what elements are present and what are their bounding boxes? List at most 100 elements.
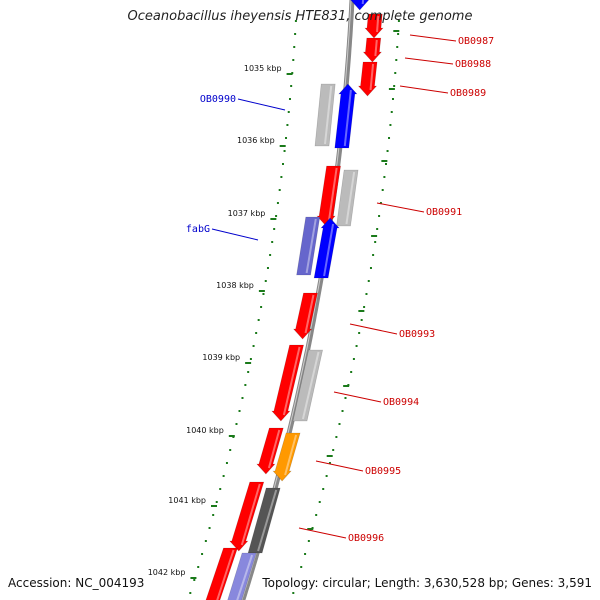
gene-leader-line xyxy=(298,527,347,539)
gene-label: OB0989 xyxy=(450,88,486,99)
gc-dot-left xyxy=(262,293,265,295)
gene-label: OB0996 xyxy=(348,533,384,544)
gc-dot-left xyxy=(244,384,247,386)
gc-dot-left xyxy=(235,423,238,425)
cds-feature xyxy=(350,0,370,11)
gc-dot-left xyxy=(193,579,196,581)
gene-label: OB0988 xyxy=(455,59,491,70)
cds-feature-sheen xyxy=(284,434,298,476)
cds-feature xyxy=(292,349,323,422)
kbp-tick xyxy=(190,577,197,579)
gc-dot-right xyxy=(332,449,335,451)
gc-dot-right xyxy=(386,150,389,152)
gene-label: OB0987 xyxy=(458,36,494,47)
gc-dot-right xyxy=(335,436,338,438)
cds-feature-sheen xyxy=(323,223,335,277)
cds-feature-sheen xyxy=(343,89,352,147)
gc-dot-right xyxy=(395,59,398,61)
gc-dot-right xyxy=(360,319,363,321)
cds-feature xyxy=(227,552,257,600)
gc-dot-left xyxy=(288,98,291,100)
gc-dot-right xyxy=(355,345,358,347)
gc-dot-left xyxy=(273,228,276,230)
gc-tick-right xyxy=(307,528,314,530)
gc-dot-right xyxy=(292,592,295,594)
kbp-label: 1041 kbp xyxy=(168,496,206,505)
gc-dot-left xyxy=(266,267,269,269)
gc-dot-left xyxy=(283,150,286,152)
gene-leader-line xyxy=(409,34,457,42)
cds-feature-sheen xyxy=(345,171,356,225)
kbp-label: 1037 kbp xyxy=(228,209,266,218)
cds-feature xyxy=(362,37,383,63)
cds-feature-sheen xyxy=(376,15,380,33)
gc-dot-left xyxy=(197,566,200,568)
gc-dot-right xyxy=(300,566,303,568)
gc-dot-left xyxy=(201,553,204,555)
cds-feature xyxy=(334,83,358,149)
cds-feature xyxy=(292,292,318,340)
gc-dot-left xyxy=(260,306,263,308)
gc-dot-left xyxy=(276,202,279,204)
cds-feature-sheen xyxy=(328,167,338,221)
gc-dot-right xyxy=(325,475,328,477)
kbp-label: 1040 kbp xyxy=(186,426,224,435)
gene-leader-line xyxy=(404,57,454,65)
gc-dot-right xyxy=(367,280,370,282)
gc-dot-left xyxy=(225,462,228,464)
gc-dot-right xyxy=(394,72,397,74)
gene-leader-line xyxy=(349,323,398,335)
gc-dot-left xyxy=(241,397,244,399)
gene-leader-line xyxy=(376,202,425,213)
gc-dot-left xyxy=(285,137,288,139)
gc-dot-left xyxy=(247,371,250,373)
kbp-label: 1038 kbp xyxy=(216,281,254,290)
cds-feature-sheen xyxy=(305,218,317,274)
gc-dot-left xyxy=(282,163,285,165)
cds-feature xyxy=(272,432,301,482)
kbp-tick xyxy=(245,362,252,364)
gc-dot-right xyxy=(369,267,372,269)
kbp-label: 1036 kbp xyxy=(237,136,275,145)
map-title: Oceanobacillus iheyensis HTE831, complet… xyxy=(127,9,473,24)
gc-dot-right xyxy=(338,423,341,425)
gene-leader-line xyxy=(211,228,259,241)
cds-feature xyxy=(256,427,284,475)
gc-dot-right xyxy=(350,371,353,373)
gene-leader-line xyxy=(237,98,286,111)
gc-dot-left xyxy=(293,46,296,48)
gc-dot-right xyxy=(379,202,382,204)
gene-label: OB0991 xyxy=(426,207,462,218)
gc-dot-right xyxy=(381,189,384,191)
gc-dot-right xyxy=(374,241,377,243)
gene-leader-line xyxy=(315,460,364,472)
gc-dot-right xyxy=(318,501,321,503)
gc-dot-right xyxy=(363,306,366,308)
kbp-label: 1042 kbp xyxy=(148,568,186,577)
gc-dot-right xyxy=(341,410,344,412)
kbp-label: 1035 kbp xyxy=(244,64,282,73)
feature-ribbon xyxy=(200,0,394,600)
gc-dot-left xyxy=(215,501,218,503)
gene-label: OB0994 xyxy=(383,397,419,408)
gc-dot-right xyxy=(372,254,375,256)
kbp-label: 1039 kbp xyxy=(202,353,240,362)
cds-feature-sheen xyxy=(324,85,333,145)
cds-feature-sheen xyxy=(301,351,320,420)
gc-dot-left xyxy=(249,358,252,360)
gc-dot-right xyxy=(388,137,391,139)
cds-feature-sheen xyxy=(216,549,235,600)
accession-text: Accession: NC_004193 xyxy=(8,576,145,590)
gc-dot-right xyxy=(396,46,399,48)
gc-tick-right xyxy=(358,310,365,312)
gc-dot-left xyxy=(189,592,192,594)
cds-feature-sheen xyxy=(304,294,315,334)
genome-summary-text: Topology: circular; Length: 3,630,528 bp… xyxy=(262,576,592,590)
gc-dot-left xyxy=(264,280,267,282)
gc-dot-right xyxy=(344,397,347,399)
kbp-tick xyxy=(279,145,286,147)
cds-feature xyxy=(314,83,336,147)
gc-tick-right xyxy=(343,385,350,387)
cds-feature xyxy=(357,61,378,97)
